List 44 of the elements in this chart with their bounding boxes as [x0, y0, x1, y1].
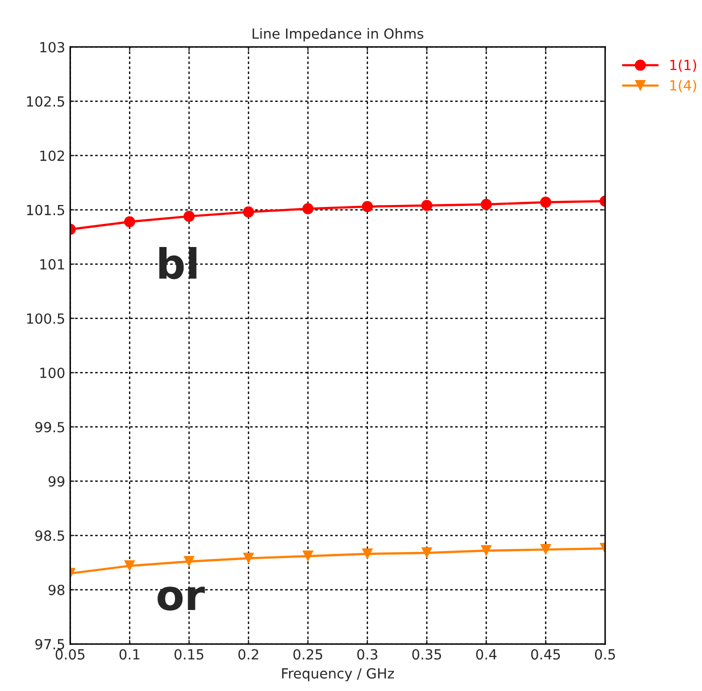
point — [184, 556, 195, 568]
x-tick-label: 0.45 — [531, 649, 560, 660]
point — [362, 201, 373, 212]
y-tick-label: 100.5 — [27, 313, 64, 324]
x-tick-label: 0.1 — [120, 649, 140, 660]
point — [540, 196, 552, 208]
point — [540, 544, 552, 556]
point — [242, 206, 254, 218]
y-tick-label: 99 — [48, 476, 64, 487]
point — [421, 200, 432, 212]
point — [302, 550, 314, 562]
point — [421, 547, 432, 558]
legend-label: 1(1) — [670, 60, 696, 72]
x-tick-label: 0.3 — [357, 649, 378, 660]
y-tick-label: 97.5 — [35, 638, 64, 650]
y-tick-label: 98 — [48, 584, 64, 596]
x-axis-title: Frequency / GHz — [282, 668, 394, 682]
y-tick-label: 103 — [40, 42, 64, 52]
x-tick-label: 0.35 — [412, 649, 442, 660]
x-tick-label: 0.05 — [56, 649, 84, 660]
y-tick-label: 98.5 — [35, 530, 64, 541]
point — [362, 548, 373, 560]
point — [480, 198, 492, 210]
point — [480, 545, 492, 556]
x-tick-label: 0.5 — [594, 649, 615, 660]
point — [242, 552, 254, 564]
point — [124, 560, 136, 572]
point — [302, 203, 314, 214]
y-tick-label: 101 — [40, 259, 64, 270]
legend-label: 1(4) — [670, 80, 696, 92]
x-tick-label: 0.4 — [476, 649, 497, 660]
y-tick-label: 99.5 — [35, 422, 64, 432]
x-tick-label: 0.15 — [174, 649, 204, 660]
y-tick-label: 102.5 — [27, 96, 64, 107]
chart-title: Line Impedance in Ohms — [252, 28, 424, 42]
annotation: or — [158, 586, 205, 611]
x-tick-label: 0.25 — [293, 649, 322, 660]
point — [184, 210, 195, 222]
y-tick-label: 102 — [40, 150, 64, 162]
y-tick-label: 101.5 — [27, 204, 64, 216]
annotation: bl — [159, 246, 196, 280]
point — [124, 216, 136, 228]
x-tick-label: 0.2 — [238, 649, 258, 660]
y-tick-label: 100 — [40, 368, 64, 378]
